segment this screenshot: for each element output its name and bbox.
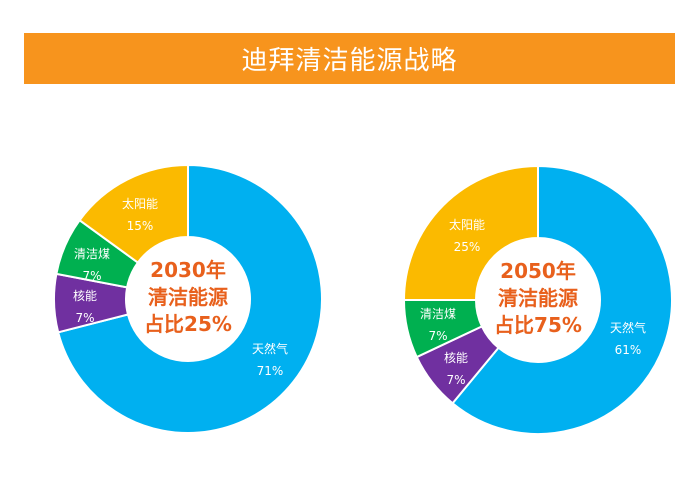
slice-label: 天然气 <box>252 341 288 356</box>
page-title: 迪拜清洁能源战略 <box>241 46 458 76</box>
slice-value-label: 71% <box>257 364 284 378</box>
slice-4 <box>402 164 539 301</box>
center-label-line: 清洁能源 <box>498 286 578 310</box>
slice-value-label: 61% <box>615 343 642 357</box>
slice-1 <box>451 164 673 435</box>
slice-value-label: 7% <box>446 373 465 387</box>
slice-1 <box>56 163 323 434</box>
slice-label: 清洁煤 <box>420 307 456 321</box>
slice-label: 太阳能 <box>122 196 158 211</box>
center-label-line: 清洁能源 <box>148 285 228 309</box>
slice-value-label: 25% <box>454 240 481 254</box>
slice-value-label: 15% <box>127 219 154 233</box>
title-bar: 迪拜清洁能源战略 <box>24 33 675 84</box>
slice-value-label: 7% <box>75 311 94 325</box>
slice-value-label: 7% <box>82 269 101 283</box>
slice-label: 天然气 <box>610 320 646 335</box>
center-label-line: 2030年 <box>150 258 226 282</box>
slice-label: 核能 <box>73 289 97 303</box>
center-label-line: 占比25% <box>144 312 232 336</box>
center-label-line: 2050年 <box>500 259 576 283</box>
slice-label: 清洁煤 <box>74 247 110 261</box>
slice-label: 核能 <box>444 351 468 365</box>
slice-4 <box>78 163 189 264</box>
slice-value-label: 7% <box>428 329 447 343</box>
center-label-line: 占比75% <box>494 313 582 337</box>
slice-label: 太阳能 <box>449 217 485 232</box>
